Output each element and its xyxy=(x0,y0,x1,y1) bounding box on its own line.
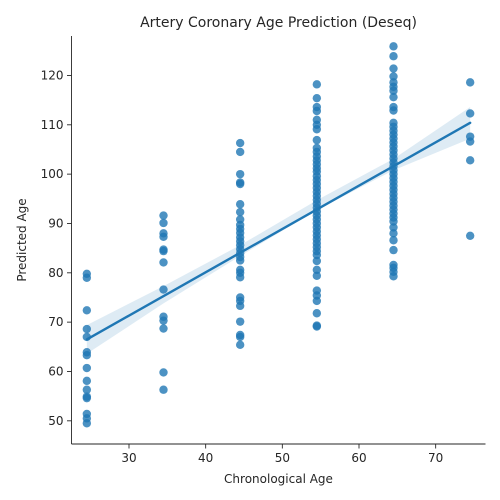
y-tick-label: 80 xyxy=(48,266,63,280)
data-point xyxy=(82,306,92,315)
data-point xyxy=(312,322,322,331)
data-point xyxy=(159,285,168,294)
data-point xyxy=(312,309,322,318)
data-point xyxy=(82,393,92,403)
y-tick-label: 70 xyxy=(48,315,63,329)
data-point xyxy=(465,137,475,146)
data-point xyxy=(82,351,92,360)
data-point xyxy=(235,200,245,209)
data-point xyxy=(389,236,398,245)
data-point xyxy=(312,271,322,280)
x-tick-label: 40 xyxy=(198,451,213,465)
y-axis-label: Predicted Age xyxy=(15,198,29,281)
data-point xyxy=(82,324,92,334)
data-point xyxy=(389,72,398,81)
data-point xyxy=(312,135,322,145)
data-point xyxy=(465,156,475,165)
chart-title: Artery Coronary Age Prediction (Deseq) xyxy=(140,15,417,31)
data-point xyxy=(389,52,398,61)
data-point xyxy=(312,80,322,89)
x-tick-label: 60 xyxy=(351,451,366,465)
data-point xyxy=(465,231,475,241)
data-point xyxy=(82,385,92,394)
data-point xyxy=(235,147,245,157)
x-tick-label: 30 xyxy=(121,451,136,465)
data-point xyxy=(159,232,168,241)
data-point xyxy=(389,106,398,115)
regression-line xyxy=(85,121,472,341)
data-point xyxy=(235,273,245,282)
data-point xyxy=(312,256,322,266)
data-point xyxy=(159,246,168,256)
data-points-layer xyxy=(82,42,475,428)
y-tick-label: 120 xyxy=(41,68,64,82)
data-point xyxy=(389,223,398,232)
data-point xyxy=(389,229,398,238)
x-ticks: 30 40 50 60 70 xyxy=(121,444,443,465)
data-point xyxy=(235,317,245,326)
data-point xyxy=(235,207,245,217)
data-point xyxy=(82,419,92,428)
y-ticks: 50 60 70 80 90 100 110 120 xyxy=(41,68,72,428)
data-point xyxy=(312,250,322,260)
data-point xyxy=(389,272,398,281)
data-point xyxy=(159,368,168,377)
data-point xyxy=(235,169,245,179)
data-point xyxy=(159,258,168,267)
data-point xyxy=(82,273,92,282)
data-point xyxy=(235,138,245,148)
x-axis-label: Chronological Age xyxy=(224,472,333,486)
data-point xyxy=(159,211,168,220)
data-point xyxy=(235,340,245,350)
regression-line-layer xyxy=(85,121,472,341)
data-point xyxy=(82,363,92,373)
data-point xyxy=(389,245,398,255)
data-point xyxy=(389,86,398,95)
y-tick-label: 110 xyxy=(41,118,64,132)
data-point xyxy=(389,64,398,73)
data-point xyxy=(312,106,322,116)
y-tick-label: 50 xyxy=(48,414,63,428)
data-point xyxy=(159,385,168,394)
data-point xyxy=(235,179,245,189)
data-point xyxy=(312,265,322,275)
y-tick-label: 90 xyxy=(48,216,63,230)
data-point xyxy=(82,376,92,386)
data-point xyxy=(235,256,245,265)
data-point xyxy=(312,93,322,103)
y-tick-label: 100 xyxy=(41,167,64,181)
data-point xyxy=(465,78,475,87)
data-point xyxy=(159,316,168,325)
data-point xyxy=(159,218,168,228)
data-point xyxy=(465,109,475,118)
data-point xyxy=(159,324,168,333)
data-point xyxy=(312,296,322,306)
data-point xyxy=(389,92,398,102)
x-tick-label: 50 xyxy=(275,451,290,465)
y-tick-label: 60 xyxy=(48,364,63,378)
data-point xyxy=(235,332,245,342)
x-tick-label: 70 xyxy=(428,451,443,465)
data-point xyxy=(235,301,245,311)
data-point xyxy=(389,42,398,51)
data-point xyxy=(312,125,322,134)
data-point xyxy=(389,217,398,226)
